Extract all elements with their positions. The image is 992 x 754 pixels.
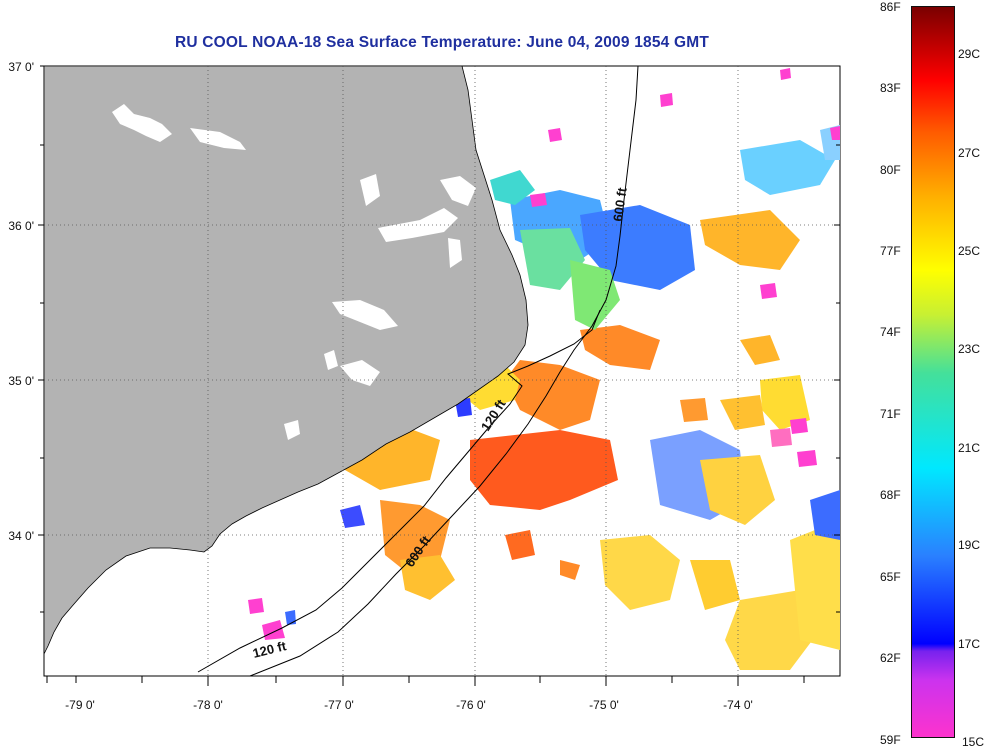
lon-label-75: -75 0' [589,698,619,712]
cb-f-65: 65F [880,570,901,584]
lat-label-37: 37 0' [8,60,34,74]
contour-120-ft [197,309,601,673]
cb-f-62: 62F [880,651,901,665]
lon-label-76: -76 0' [456,698,486,712]
cb-f-83: 83F [880,81,901,95]
cb-c-21: 21C [958,441,981,455]
inland-water [112,104,476,440]
depth-label-600-ft-north: 600 ft [610,186,630,222]
cb-c-27: 27C [958,146,981,160]
cb-f-80: 80F [880,163,901,177]
cb-c-19: 19C [958,538,981,552]
cb-f-59: 59F [880,733,901,747]
axis-ticks [38,65,840,686]
lon-label-77: -77 0' [324,698,354,712]
cb-f-74: 74F [880,325,901,339]
lon-label-79: -79 0' [65,698,95,712]
cb-c-17: 17C [958,637,981,651]
lon-label-74: -74 0' [723,698,753,712]
temperature-colorbar [911,6,955,738]
lat-label-34: 34 0' [8,529,34,543]
graticule [44,66,840,676]
map-title: RU COOL NOAA-18 Sea Surface Temperature:… [174,34,710,51]
cb-f-77: 77F [880,244,901,258]
cb-c-25: 25C [958,244,981,258]
land-mass [44,66,529,655]
cb-c-29: 29C [958,47,981,61]
cb-f-86: 86F [880,0,901,14]
cb-c-23: 23C [958,342,981,356]
cb-f-71: 71F [880,407,901,421]
lat-label-35: 35 0' [8,374,34,388]
cb-c-15: 15C [962,735,985,749]
lon-label-78: -78 0' [193,698,223,712]
cb-f-68: 68F [880,488,901,502]
contour-600-ft [249,66,639,676]
lat-label-36: 36 0' [8,219,34,233]
